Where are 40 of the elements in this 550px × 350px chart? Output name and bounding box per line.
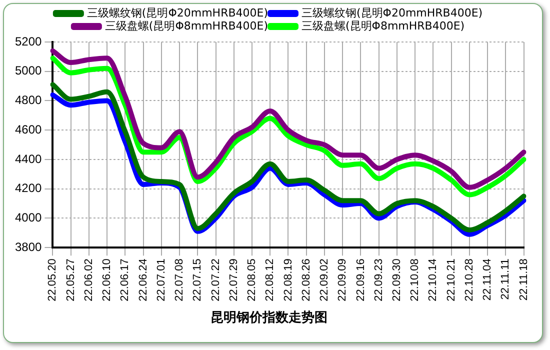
x-tick-label: 22.07.22 — [210, 258, 222, 302]
x-tick-label: 22.09.16 — [354, 258, 367, 302]
legend-label: 三级螺纹钢(昆明Φ20mmHRB400E) — [86, 6, 268, 20]
x-tick-label: 22.08.12 — [264, 258, 276, 302]
legend-label: 三级盘螺(昆明Φ8mmHRB400E) — [302, 19, 465, 32]
x-tick-label: 22.07.29 — [228, 258, 240, 302]
x-tick-label: 22.10.28 — [463, 258, 476, 302]
x-tick-label: 22.11.11 — [500, 258, 512, 300]
x-tick-label: 22.05.27 — [64, 258, 77, 302]
x-tick-label: 22.09.09 — [336, 258, 349, 302]
x-tick-label: 22.11.04 — [482, 258, 494, 301]
x-tick-label: 22.08.19 — [282, 258, 294, 302]
x-tick-label: 22.08.05 — [246, 258, 258, 302]
x-tick-label: 22.06.24 — [137, 258, 150, 302]
y-tick-label: 4800 — [14, 93, 42, 108]
x-tick-label: 22.05.20 — [46, 258, 59, 302]
x-tick-label: 22.08.26 — [300, 258, 312, 302]
y-tick-label: 5000 — [14, 64, 42, 78]
y-tick-label: 4600 — [14, 122, 42, 136]
x-tick-label: 22.06.17 — [119, 258, 132, 302]
legend-label: 三级螺纹钢(昆明Φ20mmHRB400E) — [302, 6, 483, 20]
x-tick-label: 22.07.01 — [155, 258, 168, 302]
text: 昆明钢价指数走势图 — [210, 310, 328, 326]
x-tick-label: 22.07.08 — [174, 258, 186, 302]
x-tick-label: 22.06.02 — [82, 258, 95, 302]
x-tick-label: 22.09.02 — [318, 258, 331, 302]
x-tick-label: 22.09.30 — [390, 258, 403, 302]
x-tick-label: 22.06.10 — [101, 258, 114, 302]
y-tick-label: 3800 — [14, 240, 42, 254]
y-tick-label: 4400 — [14, 152, 42, 166]
x-tick-label: 22.10.21 — [445, 258, 458, 302]
x-tick-label: 22.07.15 — [192, 258, 204, 302]
x-tick-label: 22.10.14 — [427, 258, 440, 302]
x-tick-label: 22.11.18 — [518, 258, 530, 301]
y-tick-label: 4200 — [14, 181, 42, 196]
x-tick-label: 22.09.23 — [372, 258, 385, 302]
y-tick-label: 4000 — [14, 210, 42, 225]
x-tick-label: 22.10.08 — [409, 258, 422, 302]
legend-label: 三级盘螺(昆明Φ8mmHRB400E) — [104, 19, 268, 32]
y-tick-label: 5200 — [14, 34, 42, 48]
